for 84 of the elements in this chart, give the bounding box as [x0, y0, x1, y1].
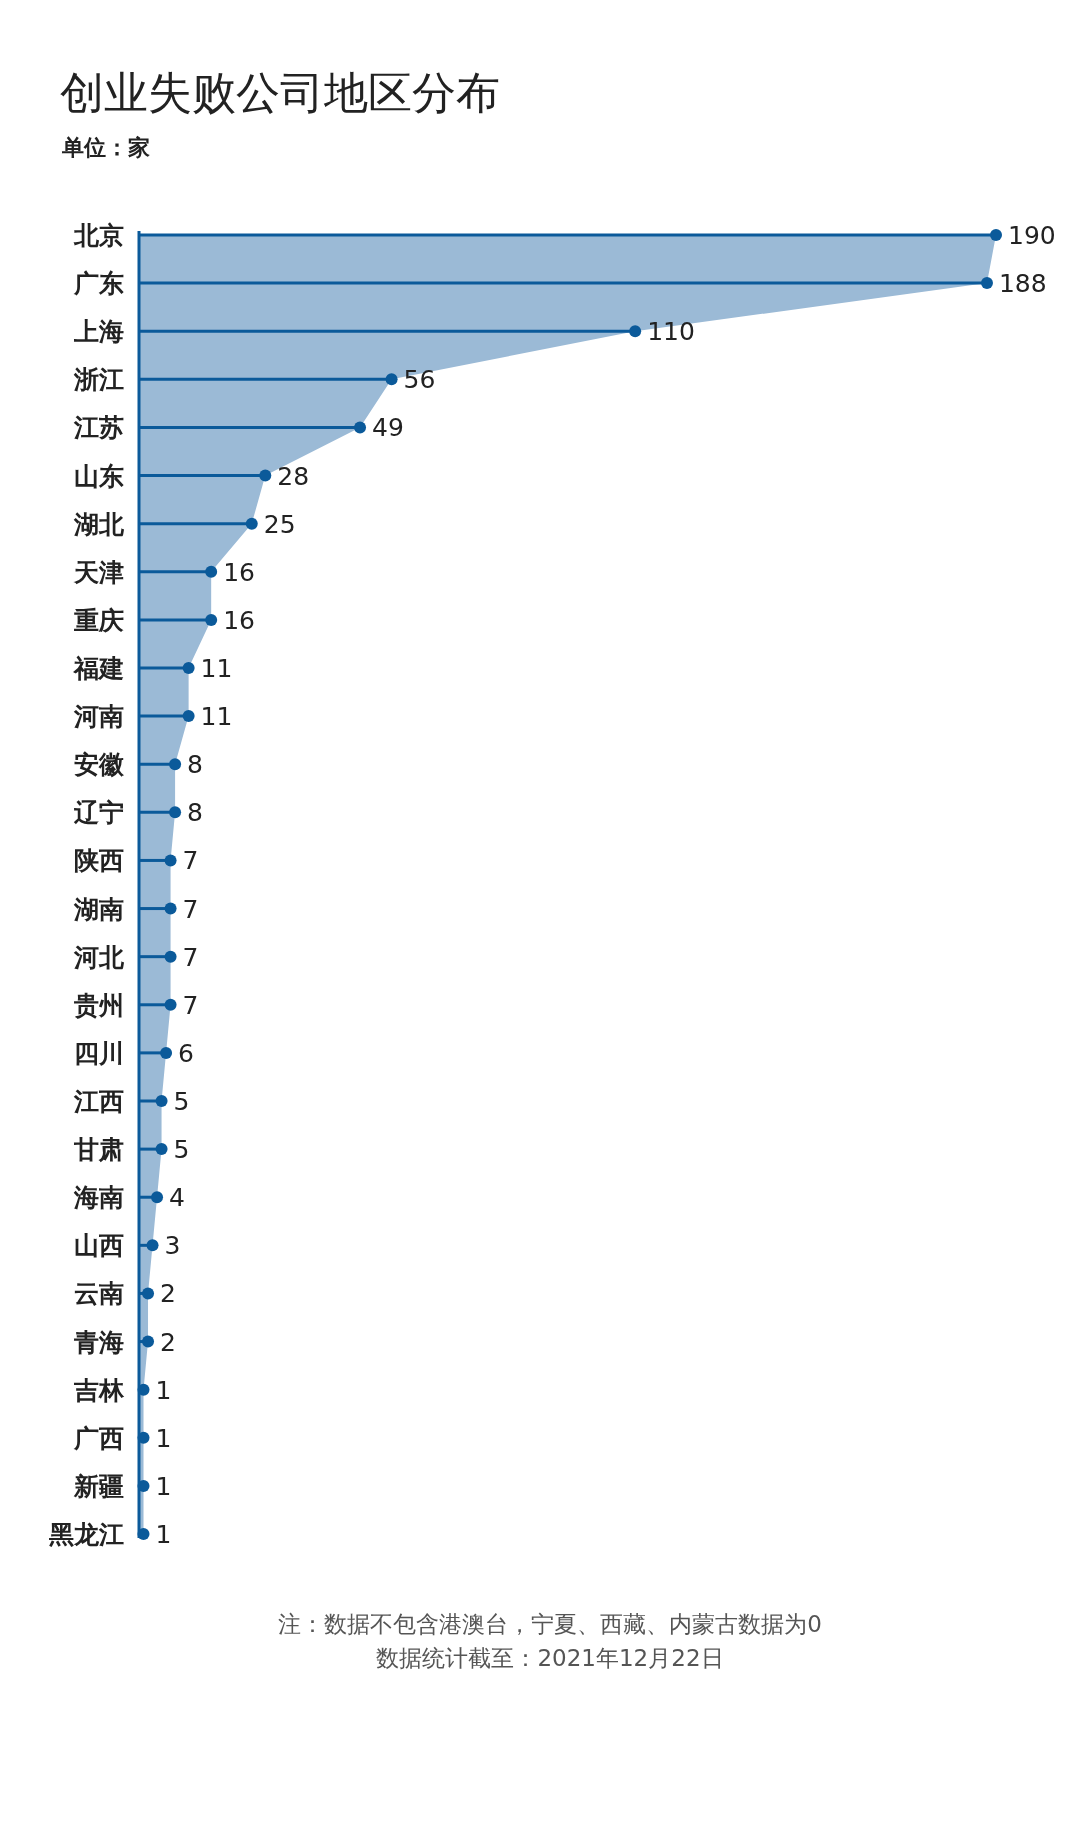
y-tick-label: 湖北: [73, 509, 125, 539]
data-label: 2: [160, 1327, 176, 1357]
data-label: 1: [155, 1423, 172, 1453]
point: [205, 565, 218, 578]
data-label: 25: [263, 509, 296, 539]
point: [169, 806, 182, 819]
y-tick-label: 海南: [73, 1183, 124, 1213]
y-tick-label: 广东: [73, 269, 124, 299]
y-tick-label: 陕西: [74, 846, 124, 876]
data-label: 6: [178, 1038, 194, 1068]
point: [155, 1095, 168, 1107]
y-tick-label: 上海: [73, 317, 124, 347]
y-tick-label: 北京: [73, 221, 124, 250]
y-tick-label: 山西: [74, 1231, 124, 1261]
data-label: 16: [223, 557, 255, 587]
y-tick-label: 浙江: [73, 365, 124, 395]
y-tick-label: 贵州: [73, 990, 124, 1020]
point: [142, 1287, 155, 1300]
y-tick-label: 重庆: [73, 605, 124, 635]
data-label: 2: [160, 1279, 176, 1309]
data-label: 110: [647, 317, 695, 347]
data-label: 5: [173, 1087, 190, 1116]
chart-title: 创业失败公司地区分布: [60, 67, 500, 118]
point: [205, 613, 218, 626]
y-tick-label: 安徽: [74, 750, 125, 780]
data-label: 49: [372, 413, 404, 443]
y-tick-label: 新疆: [73, 1471, 124, 1501]
point: [990, 229, 1002, 241]
point: [259, 469, 272, 482]
data-label: 28: [277, 461, 310, 491]
y-tick-label: 河北: [73, 942, 125, 972]
point: [385, 373, 398, 386]
point: [245, 517, 258, 530]
data-label: 7: [182, 990, 199, 1020]
data-label: 1: [155, 1471, 172, 1501]
text: 数据统计截至：2021年12月22日: [376, 1645, 724, 1671]
y-tick-label: 山东: [74, 461, 124, 491]
data-label: 11: [200, 654, 233, 683]
point: [354, 421, 367, 434]
point: [629, 325, 642, 338]
data-label: 11: [200, 702, 233, 732]
data-label: 188: [998, 269, 1047, 299]
point: [980, 277, 993, 290]
y-tick-label: 甘肃: [73, 1135, 124, 1165]
point: [155, 1143, 168, 1156]
data-label: 7: [182, 894, 199, 924]
point: [164, 998, 177, 1011]
y-tick-label: 云南: [74, 1279, 124, 1309]
data-label: 56: [403, 365, 436, 395]
data-label: 5: [173, 1135, 190, 1165]
y-tick-label: 黑龙江: [48, 1520, 124, 1549]
point: [151, 1191, 164, 1204]
point: [164, 950, 177, 963]
y-tick-label: 辽宁: [73, 798, 124, 828]
point: [146, 1239, 159, 1252]
data-label: 1: [155, 1520, 172, 1549]
data-label: 4: [169, 1183, 185, 1213]
data-label: 7: [182, 846, 199, 876]
data-label: 1: [155, 1375, 172, 1405]
text: 注：数据不包含港澳台，宁夏、西藏、内蒙古数据为0: [278, 1611, 822, 1637]
point: [160, 1046, 173, 1059]
data-label: 3: [164, 1231, 181, 1261]
data-label: 8: [187, 798, 203, 828]
data-label: 7: [182, 942, 199, 972]
y-tick-label: 四川: [74, 1038, 124, 1068]
point: [142, 1335, 155, 1348]
y-tick-label: 天津: [73, 557, 124, 587]
y-tick-label: 河南: [73, 702, 124, 732]
point: [169, 758, 182, 771]
y-tick-label: 江苏: [73, 413, 124, 443]
point: [164, 902, 177, 915]
y-tick-label: 福建: [73, 654, 124, 683]
y-tick-label: 青海: [73, 1327, 124, 1357]
point: [164, 854, 177, 867]
data-label: 8: [187, 750, 203, 780]
chart-subtitle: 单位：家: [61, 135, 150, 160]
data-label: 16: [223, 605, 255, 635]
data-label: 190: [1008, 221, 1056, 250]
point: [182, 710, 195, 723]
y-tick-label: 吉林: [73, 1375, 125, 1405]
y-tick-label: 湖南: [73, 894, 124, 924]
point: [182, 662, 195, 674]
y-tick-label: 广西: [73, 1423, 124, 1453]
y-tick-label: 江西: [73, 1087, 124, 1116]
